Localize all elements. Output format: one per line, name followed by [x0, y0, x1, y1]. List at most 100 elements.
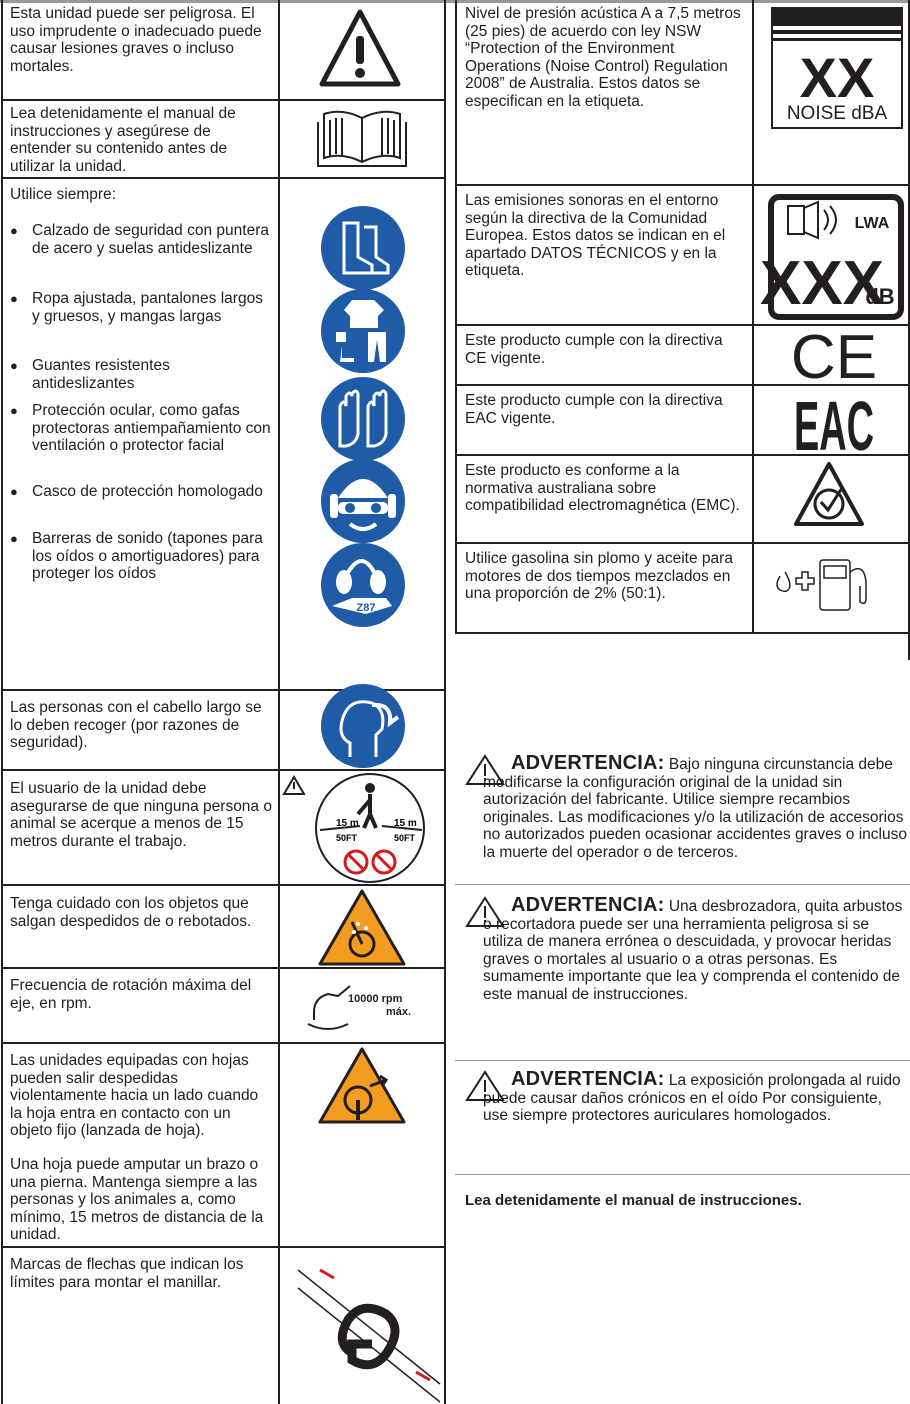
icon-label: Z87: [357, 602, 376, 614]
bullet: ●: [10, 358, 18, 373]
icon-shape: [465, 896, 505, 927]
hair-icon: [321, 684, 405, 768]
bullet: ●: [10, 291, 18, 306]
icon-shape: [803, 200, 819, 240]
rcm-icon: [794, 462, 864, 526]
icon-shape: [337, 1303, 400, 1370]
warning: ADVERTENCIA: Bajo ninguna circunstancia …: [483, 752, 908, 861]
icon-shape: [318, 889, 406, 966]
icon-shape: [484, 920, 486, 923]
icon-shape: [346, 852, 366, 872]
icon-shape: [321, 459, 405, 543]
icon-shape: [339, 700, 385, 757]
helmet-icon: [321, 459, 405, 543]
row-rule: [455, 324, 910, 326]
icon-shape: [465, 1070, 505, 1101]
icon-shape: [307, 1012, 349, 1030]
table-border: [278, 0, 280, 1404]
list-item: ● Protección ocular, como gafas protector…: [10, 402, 272, 455]
icon-shape: [282, 775, 306, 795]
warning-triangle: [465, 896, 505, 927]
warning-triangle: [465, 754, 505, 785]
warning-text: La exposición prolongada al ruido puede …: [483, 1072, 901, 1124]
rule: [455, 1174, 910, 1175]
icon-label: 50FT: [394, 833, 416, 843]
icon-shape: [374, 852, 394, 872]
icon-shape: [388, 494, 396, 518]
icon-shape: [338, 389, 388, 448]
rpm-icon: 10000 rpm máx.: [307, 985, 411, 1030]
cell-text: Este producto es conforme a la normativa…: [465, 462, 740, 514]
icon-shape: [332, 598, 392, 614]
icon-label: 15 m: [336, 818, 359, 829]
cell-text: Esta unidad puede ser peligrosa. El uso …: [10, 5, 262, 75]
boots-icon: [321, 206, 405, 290]
row-rule: [1, 769, 446, 771]
icon-shape: [484, 1080, 486, 1092]
icon-shape: [336, 570, 352, 594]
cell-text: Las unidades equipadas con hojas pueden …: [10, 1052, 259, 1139]
rule: [455, 1060, 910, 1061]
cell-text: Nivel de presión acústica A a 7,5 metros…: [465, 5, 741, 110]
icon-shape: [787, 205, 805, 235]
fuel-icon: [776, 559, 867, 611]
table-border: [1, 0, 3, 1404]
icon-shape: [330, 494, 338, 518]
blade-thrust-icon: [318, 1047, 406, 1124]
warning-label: ADVERTENCIA:: [511, 1068, 665, 1090]
table-border: [444, 0, 446, 1404]
icon-shape: [321, 377, 405, 461]
hearing-eye-icon: Z87: [321, 543, 405, 627]
icon-shape: [371, 503, 381, 513]
icon-shape: [344, 559, 378, 577]
icon-label: 10000 rpm: [348, 993, 403, 1005]
icon-shape: [484, 778, 486, 781]
icon-shape: [319, 825, 423, 831]
row-rule: [1, 177, 446, 179]
row-rule: [1, 689, 446, 691]
row-rule: [455, 542, 910, 544]
cell-text: Frecuencia de rotación máxima del eje, e…: [10, 977, 252, 1012]
row-rule: [455, 184, 910, 186]
warning-text: Una desbrozadora, quita arbustos o recor…: [483, 898, 903, 1003]
bullet: ●: [10, 484, 18, 499]
distance-icon: 15 m 50FT 15 m 50FT: [282, 773, 425, 883]
manual-icon: [317, 110, 407, 167]
gloves-icon: [321, 377, 405, 461]
eac-icon: EAC: [794, 387, 874, 465]
ce-icon: CE: [791, 323, 877, 392]
warning: ADVERTENCIA: Una desbrozadora, quita arb…: [483, 895, 908, 1003]
icon-shape: [823, 205, 837, 235]
warning-label: ADVERTENCIA:: [511, 752, 665, 774]
cell-text: Este producto cumple con la directiva EA…: [465, 392, 723, 427]
icon-shape: [313, 985, 351, 1013]
cell-text: Utilice gasolina sin plomo y aceite para…: [465, 550, 733, 602]
icon-shape: [317, 122, 407, 167]
icon-shape: [355, 68, 365, 78]
row-rule: [455, 632, 910, 634]
row-rule: [455, 454, 910, 456]
icon-shape: [484, 1094, 486, 1097]
lwa-icon: LWA XXX dB: [760, 194, 904, 320]
icon-shape: [776, 571, 791, 593]
icon-shape: [356, 36, 364, 64]
list-item: ● Guantes resistentes antideslizantes: [10, 357, 272, 392]
icon-shape: [297, 1269, 441, 1403]
icon-shape: [321, 206, 405, 290]
icon-shape: [849, 567, 867, 605]
icon-shape: [819, 487, 844, 513]
icon-shape: [348, 522, 378, 531]
icon-shape: [315, 773, 425, 883]
icon-label: 50FT: [336, 833, 358, 843]
rule: [455, 884, 910, 885]
row-rule: [1, 1246, 446, 1248]
cell-text: Marcas de flechas que indican los límite…: [10, 1256, 244, 1291]
icon-label: 15 m: [394, 818, 417, 829]
footer-note: Lea detenidamente el manual de instrucci…: [465, 1192, 802, 1209]
icon-shape: [364, 926, 368, 930]
icon-shape: [813, 488, 845, 520]
list-item: ● Calzado de seguridad con puntera de ace…: [10, 222, 272, 257]
list-item: ● Casco de protección homologado: [10, 483, 272, 501]
icon-shape: [323, 110, 401, 164]
